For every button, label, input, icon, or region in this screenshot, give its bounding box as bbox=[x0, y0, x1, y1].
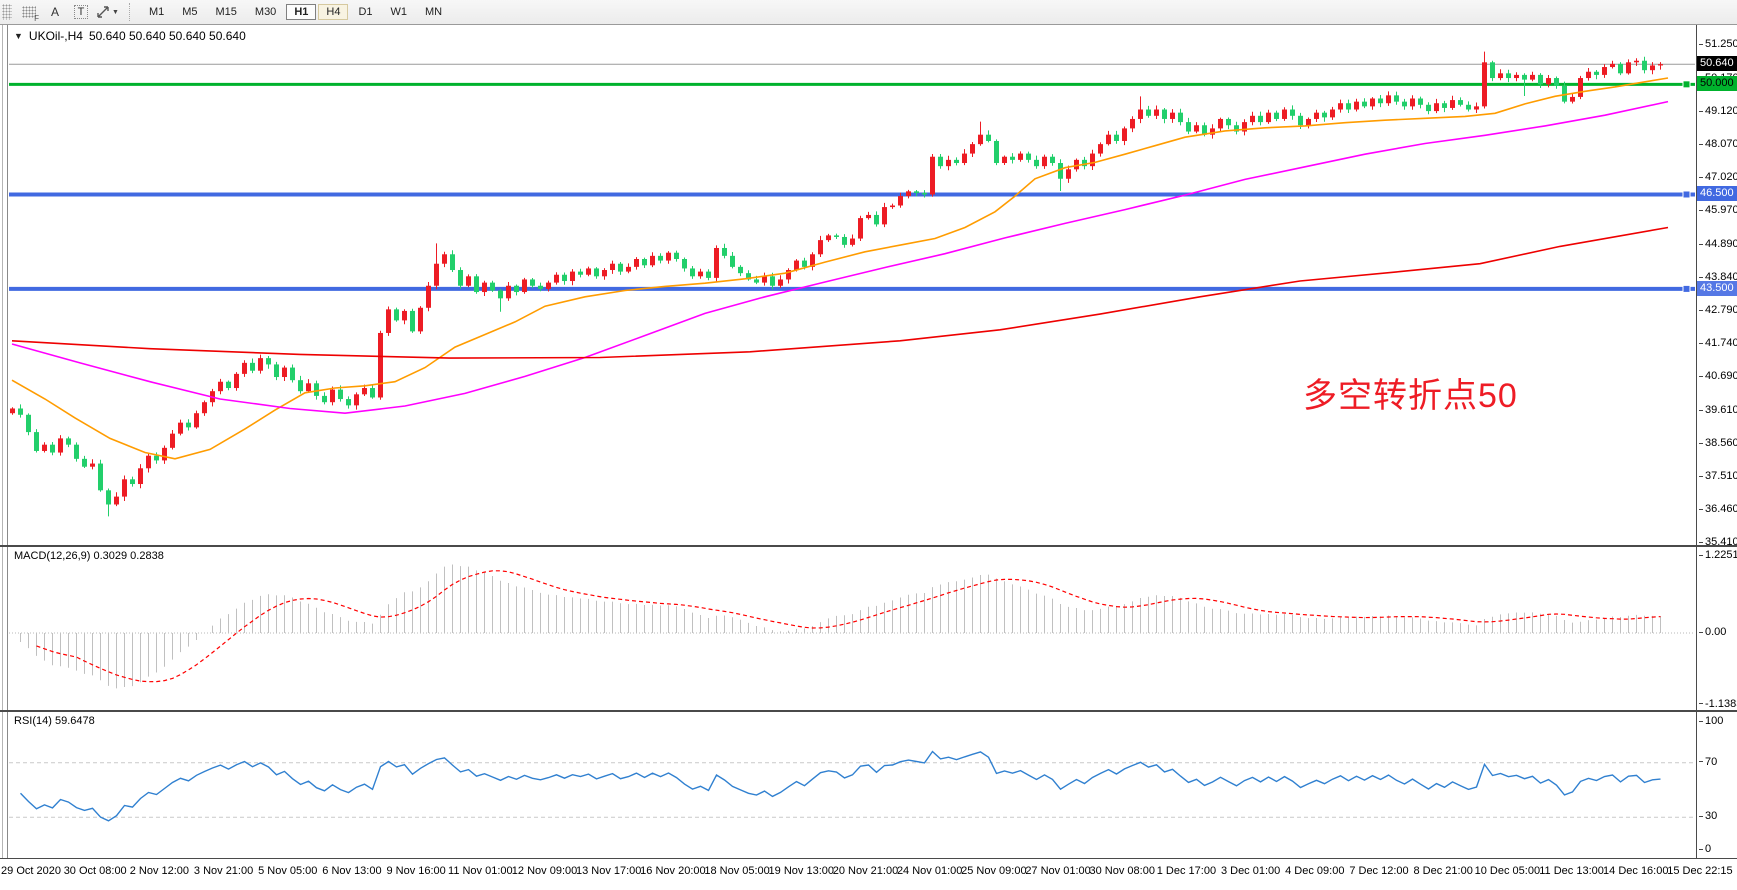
time-axis-label: 10 Dec 05:00 bbox=[1474, 865, 1541, 877]
time-axis-label: 8 Dec 21:00 bbox=[1413, 865, 1473, 877]
toolbar-separator bbox=[128, 3, 130, 21]
time-axis-label: 6 Nov 13:00 bbox=[322, 865, 382, 877]
time-axis-label: 18 Nov 05:00 bbox=[704, 865, 770, 877]
rsi-axis-label: 100 bbox=[1699, 715, 1723, 727]
price-axis-label: 40.690 bbox=[1699, 370, 1737, 382]
time-axis-line bbox=[0, 858, 1737, 859]
timeframe-group: M1 M5 M15 M30 H1 H4 D1 W1 MN bbox=[140, 4, 451, 20]
price-axis-label: 43.840 bbox=[1699, 271, 1737, 283]
price-axis-label: 51.250 bbox=[1699, 38, 1737, 50]
price-axis-label: 39.610 bbox=[1699, 404, 1737, 416]
time-axis-label: 12 Nov 09:00 bbox=[511, 865, 578, 877]
price-axis-label: 37.510 bbox=[1699, 470, 1737, 482]
time-axis-label: 16 Nov 20:00 bbox=[640, 865, 706, 877]
cursor-tool-icon[interactable]: ▼ bbox=[96, 2, 119, 22]
price-tag: 43.500 bbox=[1697, 280, 1737, 296]
timeframe-m30-button[interactable]: M30 bbox=[254, 6, 277, 18]
panel-separator-rsi[interactable] bbox=[0, 710, 1737, 712]
macd-indicator-label: MACD(12,26,9) 0.3029 0.2838 bbox=[14, 550, 164, 562]
timeframe-h1-button[interactable]: H1 bbox=[286, 4, 317, 20]
price-axis-label: 41.740 bbox=[1699, 337, 1737, 349]
chevron-down-icon[interactable]: ▼ bbox=[112, 8, 119, 16]
grid-f-icon[interactable]: F bbox=[18, 2, 40, 23]
time-axis-label: 25 Nov 09:00 bbox=[961, 865, 1027, 877]
panel-separator-macd[interactable] bbox=[0, 545, 1737, 547]
rsi-indicator-label: RSI(14) 59.6478 bbox=[14, 715, 95, 727]
rsi-axis-label: 0 bbox=[1699, 843, 1711, 855]
chart-symbol-label: UKOil-,H4 bbox=[28, 29, 83, 43]
time-axis-label: 5 Nov 05:00 bbox=[258, 865, 318, 877]
time-axis-label: 4 Dec 09:00 bbox=[1285, 865, 1345, 877]
time-axis-label: 30 Nov 08:00 bbox=[1089, 865, 1155, 877]
timeframe-h4-button[interactable]: H4 bbox=[318, 4, 349, 20]
price-axis-label: 48.070 bbox=[1699, 138, 1737, 150]
price-scale[interactable]: 51.25050.17049.12048.07047.02045.97044.8… bbox=[1697, 25, 1737, 858]
macd-signal-line bbox=[36, 570, 1661, 683]
ma-slow-line bbox=[11, 226, 1669, 359]
time-axis-label: 2 Nov 12:00 bbox=[129, 865, 190, 877]
macd-axis-label: -1.1383 bbox=[1699, 698, 1737, 710]
time-axis-label: 20 Nov 21:00 bbox=[832, 865, 899, 877]
text-label-tool-icon[interactable]: T bbox=[70, 2, 92, 22]
time-axis-label: 14 Dec 16:00 bbox=[1603, 865, 1669, 877]
time-axis-label: 19 Nov 13:00 bbox=[768, 865, 834, 877]
timeframe-m15-button[interactable]: M15 bbox=[215, 6, 237, 18]
time-axis-label: 30 Oct 08:00 bbox=[63, 865, 127, 877]
price-axis-label: 36.460 bbox=[1699, 503, 1737, 515]
chart-text-annotation: 多空转折点50 bbox=[1303, 377, 1518, 415]
price-axis-label: 49.120 bbox=[1699, 105, 1737, 117]
price-axis-label: 45.970 bbox=[1699, 204, 1737, 216]
toolbar: F A T ▼ M1 M5 M15 M30 H1 H4 D1 W1 MN bbox=[0, 0, 1737, 25]
macd-axis-label: 1.2251 bbox=[1699, 549, 1737, 561]
timeframe-w1-button[interactable]: W1 bbox=[390, 6, 408, 18]
dot-grid-icon bbox=[22, 6, 36, 18]
timeframe-mn-button[interactable]: MN bbox=[425, 6, 443, 18]
time-axis-label: 11 Dec 13:00 bbox=[1539, 865, 1604, 877]
timeframe-m1-button[interactable]: M1 bbox=[148, 6, 165, 18]
toolbar-drag-handle[interactable] bbox=[2, 4, 12, 20]
time-axis-label: 24 Nov 01:00 bbox=[896, 865, 963, 877]
time-axis-label: 7 Dec 12:00 bbox=[1349, 865, 1409, 877]
macd-axis-label: 0.00 bbox=[1699, 626, 1726, 638]
time-axis-label: 15 Dec 22:15 bbox=[1667, 865, 1733, 877]
chart-ohlc-values: 50.640 50.640 50.640 50.640 bbox=[88, 29, 246, 43]
timeframe-m5-button[interactable]: M5 bbox=[182, 6, 198, 18]
window-edge-line bbox=[2, 25, 3, 890]
time-axis-label: 3 Nov 21:00 bbox=[193, 865, 254, 877]
price-axis-label: 47.020 bbox=[1699, 171, 1737, 183]
chart-expand-icon[interactable]: ▼ bbox=[14, 31, 23, 41]
time-axis-label: 29 Oct 2020 bbox=[1, 865, 61, 877]
price-tag: 50.000 bbox=[1697, 76, 1737, 92]
price-tag: 50.640 bbox=[1697, 56, 1737, 72]
time-axis[interactable]: 29 Oct 2020 30 Oct 08:00 2 Nov 12:00 3 Nov … bbox=[0, 859, 1737, 890]
rsi-axis-label: 30 bbox=[1699, 810, 1717, 822]
time-axis-label: 1 Dec 17:00 bbox=[1156, 865, 1217, 877]
macd-panel-canvas[interactable] bbox=[9, 547, 1696, 710]
font-tool-icon[interactable]: A bbox=[50, 5, 59, 19]
price-axis-label: 38.560 bbox=[1699, 437, 1737, 449]
diagonal-arrows-icon bbox=[97, 6, 109, 18]
time-axis-label: 11 Nov 01:00 bbox=[448, 865, 513, 877]
chart-border-line bbox=[7, 25, 8, 890]
rsi-panel-canvas[interactable] bbox=[9, 712, 1696, 858]
time-axis-label: 3 Dec 01:00 bbox=[1220, 865, 1281, 877]
time-axis-label: 13 Nov 17:00 bbox=[575, 865, 642, 877]
price-scale-border bbox=[1696, 25, 1697, 858]
price-axis-label: 44.890 bbox=[1699, 238, 1737, 250]
time-axis-label: 27 Nov 01:00 bbox=[1025, 865, 1091, 877]
timeframe-d1-button[interactable]: D1 bbox=[358, 6, 373, 18]
chart-title: ▼ UKOil-,H4 50.640 50.640 50.640 50.640 bbox=[14, 29, 246, 43]
time-axis-label: 9 Nov 16:00 bbox=[386, 865, 446, 877]
price-tag: 46.500 bbox=[1697, 186, 1737, 202]
rsi-line bbox=[19, 750, 1661, 822]
price-axis-label: 42.790 bbox=[1699, 304, 1737, 316]
main-chart-canvas[interactable] bbox=[9, 25, 1696, 545]
ma-fast-line bbox=[11, 77, 1669, 460]
ma-mid-line bbox=[11, 100, 1669, 415]
rsi-axis-label: 70 bbox=[1699, 756, 1717, 768]
grid-f-label: F bbox=[34, 14, 39, 23]
